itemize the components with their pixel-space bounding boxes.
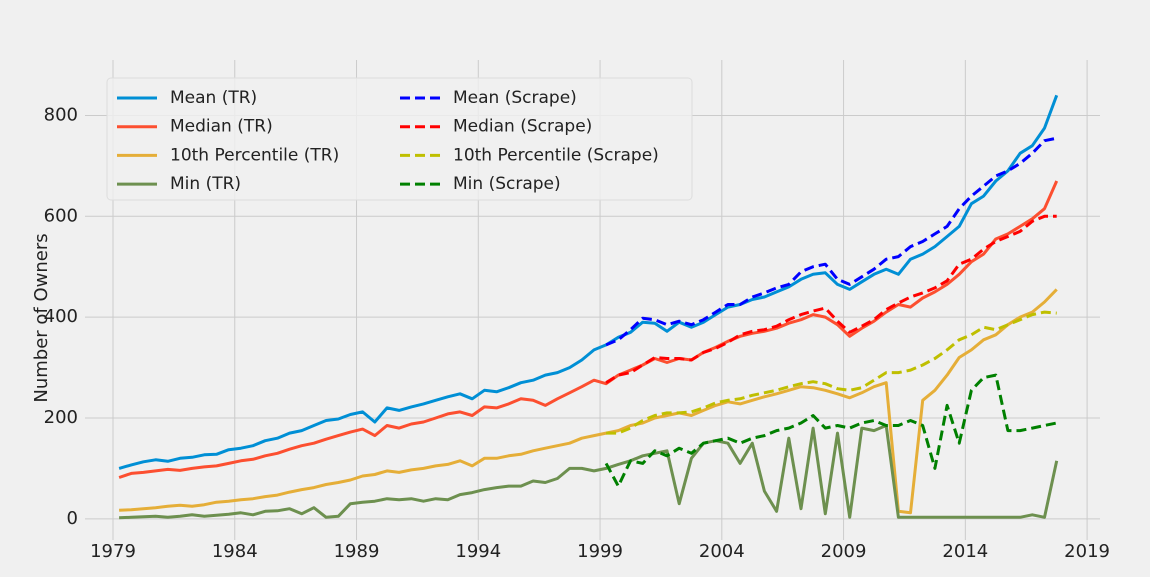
- legend-label: Mean (Scrape): [453, 88, 577, 108]
- x-tick-label: 2009: [821, 541, 867, 562]
- series-line: [118, 94, 1059, 470]
- y-tick-label: 200: [44, 407, 78, 428]
- legend-label: 10th Percentile (TR): [170, 145, 339, 165]
- series-line: [606, 310, 1057, 435]
- legend-label: Min (Scrape): [453, 174, 561, 194]
- x-tick-label: 1979: [90, 541, 136, 562]
- y-tick-label: 600: [44, 205, 78, 226]
- legend-label: Mean (TR): [170, 88, 257, 108]
- y-tick-label: 0: [67, 508, 78, 529]
- x-tick-label: 2004: [699, 541, 745, 562]
- series-line: [605, 136, 1058, 347]
- x-tick-label: 1984: [212, 541, 258, 562]
- y-tick-label: 800: [44, 104, 78, 125]
- x-tick-label: 1989: [334, 541, 380, 562]
- y-tick-label: 400: [44, 306, 78, 327]
- series-line: [119, 424, 1059, 520]
- y-axis-label: Number of Owners: [31, 233, 52, 402]
- x-tick-label: 1999: [577, 541, 623, 562]
- x-tick-label: 2014: [942, 541, 988, 562]
- legend-label: Median (TR): [170, 117, 273, 137]
- series-line: [118, 180, 1059, 479]
- legend-label: Median (Scrape): [453, 117, 592, 137]
- series-line: [604, 373, 1058, 488]
- series-line: [605, 214, 1057, 384]
- x-tick-label: 2019: [1064, 541, 1110, 562]
- legend-label: 10th Percentile (Scrape): [453, 145, 659, 165]
- x-tick-label: 1994: [455, 541, 501, 562]
- series-line: [119, 288, 1058, 515]
- legend-box: [106, 77, 693, 201]
- legend-label: Min (TR): [170, 174, 241, 194]
